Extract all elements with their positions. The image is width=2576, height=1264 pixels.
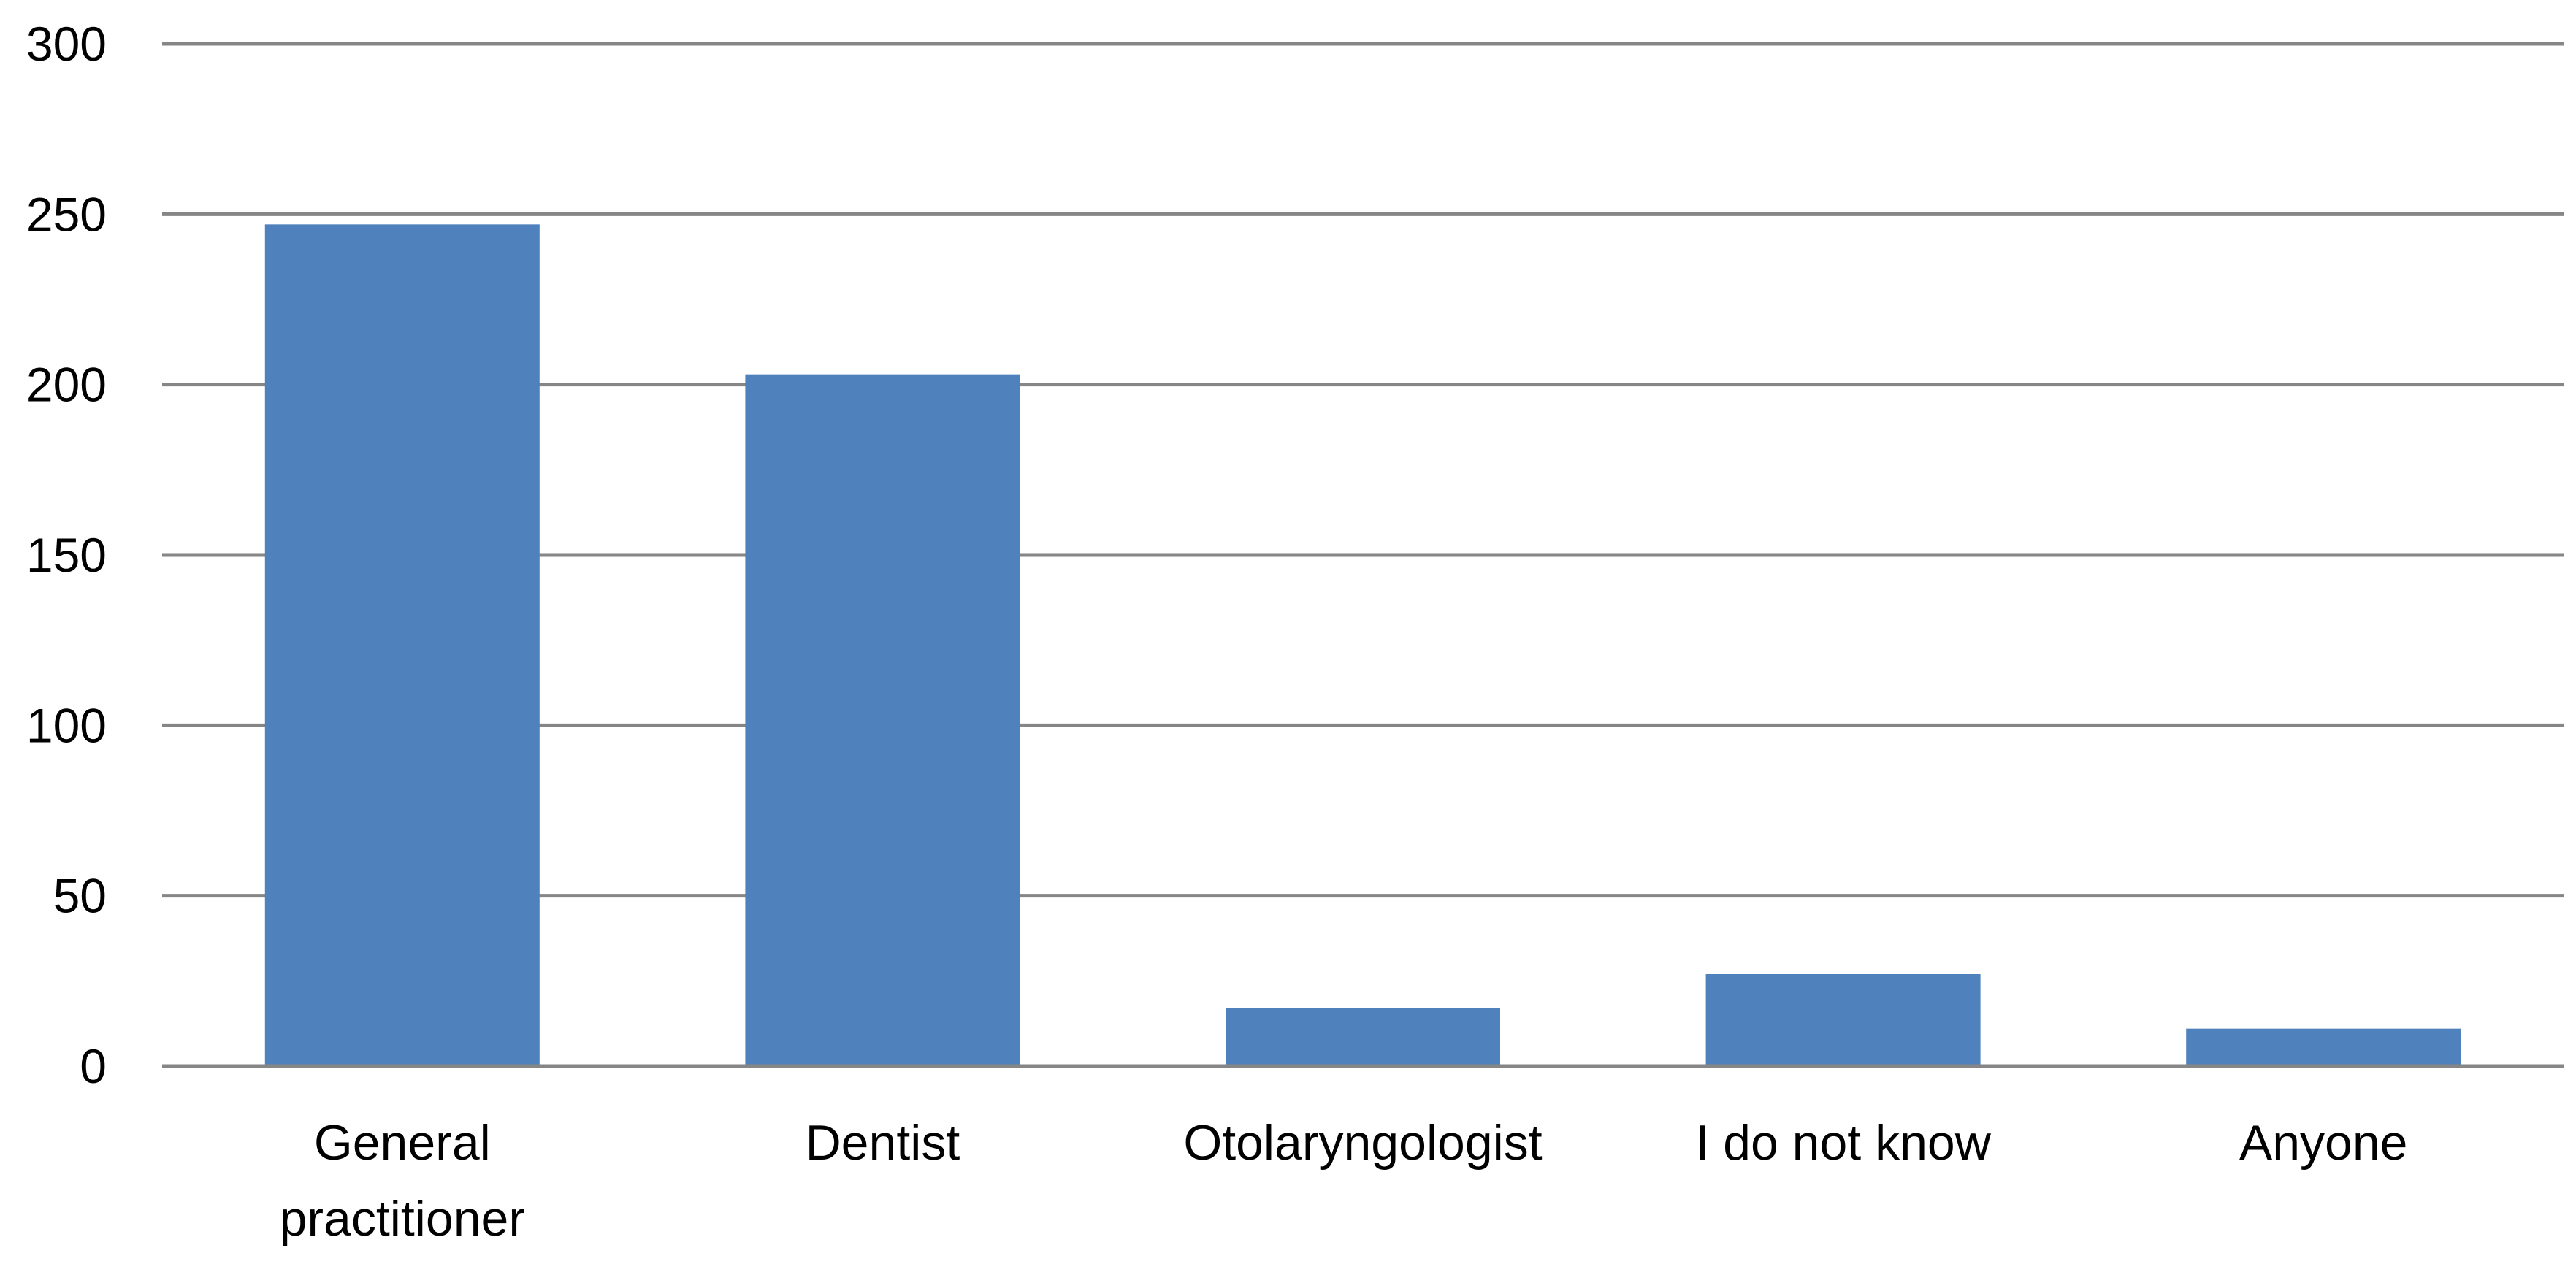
- bar-anyone: [2186, 1028, 2461, 1066]
- y-tick-label: 50: [53, 869, 107, 923]
- x-category-label-line: I do not know: [1695, 1115, 1991, 1171]
- x-category-label-line: Dentist: [806, 1115, 960, 1171]
- x-category-label: General practitioner: [280, 1115, 525, 1246]
- y-axis-tick-labels: 0 50 100 150 200 250 300: [26, 17, 107, 1093]
- x-category-label: Otolaryngologist: [1183, 1115, 1542, 1171]
- bar-general-practitioner: [264, 224, 540, 1066]
- bar-otolaryngologist: [1226, 1008, 1500, 1066]
- x-category-label-line: Otolaryngologist: [1183, 1115, 1542, 1171]
- x-category-label-line: practitioner: [280, 1191, 525, 1246]
- x-category-label: Dentist: [806, 1115, 960, 1171]
- x-category-label-line: General: [314, 1115, 491, 1171]
- y-tick-label: 0: [80, 1039, 107, 1093]
- y-tick-label: 150: [26, 528, 107, 582]
- y-tick-label: 300: [26, 17, 107, 71]
- y-tick-label: 200: [26, 358, 107, 412]
- bars: [264, 224, 2461, 1066]
- x-axis-category-labels: General practitioner Dentist Otolaryngologi…: [280, 1115, 2408, 1246]
- x-category-label: Anyone: [2239, 1115, 2408, 1171]
- bar-dentist: [745, 374, 1020, 1066]
- x-category-label-line: Anyone: [2239, 1115, 2408, 1171]
- x-category-label: I do not know: [1695, 1115, 1991, 1171]
- y-tick-label: 250: [26, 187, 107, 241]
- gridlines: [162, 42, 2564, 898]
- bar-i-do-not-know: [1705, 974, 1981, 1066]
- y-tick-label: 100: [26, 698, 107, 752]
